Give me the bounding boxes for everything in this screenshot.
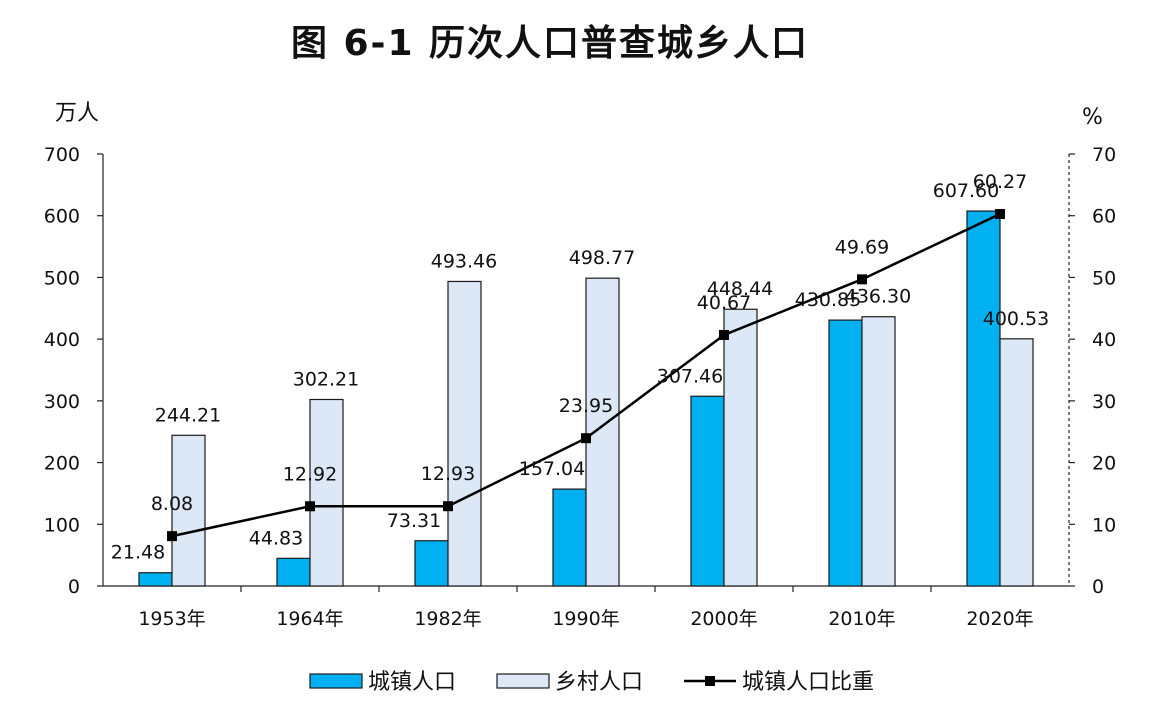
y-right-unit: % xyxy=(1082,105,1103,130)
label-rural: 400.53 xyxy=(983,308,1049,330)
label-rural: 244.21 xyxy=(155,404,221,426)
bar-rural xyxy=(171,434,206,587)
y-left-tick-label: 400 xyxy=(44,329,80,351)
ratio-point xyxy=(167,531,177,542)
y-left-unit: 万人 xyxy=(55,101,99,126)
label-rural: 436.30 xyxy=(845,286,911,308)
label-urban: 157.04 xyxy=(519,458,585,480)
label-ratio: 12.92 xyxy=(283,463,337,485)
label-urban: 607.60 xyxy=(933,180,999,202)
label-urban: 44.83 xyxy=(249,527,303,549)
chart-title: 图 6-1 历次人口普查城乡人口 xyxy=(290,23,810,64)
y-left-tick-label: 500 xyxy=(44,267,80,289)
legend: 城镇人口 乡村人口 城镇人口比重 xyxy=(309,670,874,695)
bar-rural xyxy=(585,277,620,587)
y-left-tick-label: 300 xyxy=(44,391,80,413)
x-tick-label: 1982年 xyxy=(414,608,481,630)
y-right-tick-label: 70 xyxy=(1092,144,1116,166)
legend-swatch xyxy=(309,673,363,689)
bar-urban xyxy=(552,488,587,587)
data-labels: 21.48 44.83 73.31 157.04 307.46 430.85 607.60 2… xyxy=(111,171,1049,564)
bar-urban xyxy=(414,540,449,587)
bar-urban xyxy=(828,319,863,587)
label-ratio: 23.95 xyxy=(559,395,613,417)
ratio-point xyxy=(305,501,315,512)
y-left-tick-label: 600 xyxy=(44,206,80,228)
ratio-point xyxy=(995,209,1005,220)
label-rural: 493.46 xyxy=(431,250,497,272)
bars xyxy=(138,210,1034,587)
legend-label: 城镇人口比重 xyxy=(742,670,874,695)
x-tick-label: 2010年 xyxy=(828,608,895,630)
x-tick-label: 1990年 xyxy=(552,608,619,630)
label-urban: 430.85 xyxy=(795,289,861,311)
ratio-line xyxy=(167,209,1005,542)
legend-label: 乡村人口 xyxy=(555,670,643,695)
label-rural: 448.44 xyxy=(707,278,773,300)
y-right-tick-label: 50 xyxy=(1092,267,1116,289)
legend-swatch xyxy=(496,673,550,689)
y-left-tick-label: 0 xyxy=(68,576,80,598)
bar-urban xyxy=(690,395,725,587)
ratio-point xyxy=(443,501,453,512)
y-right-tick-label: 40 xyxy=(1092,329,1116,351)
bar-rural xyxy=(861,316,896,587)
label-ratio: 49.69 xyxy=(835,236,889,258)
label-rural: 498.77 xyxy=(569,247,635,269)
label-urban: 21.48 xyxy=(111,542,165,564)
bar-urban xyxy=(138,572,173,587)
label-ratio: 40.67 xyxy=(697,292,751,314)
legend-marker xyxy=(705,676,715,686)
label-urban: 73.31 xyxy=(387,510,441,532)
bar-rural xyxy=(999,338,1034,587)
y-left-tick-label: 200 xyxy=(44,453,80,475)
label-urban: 307.46 xyxy=(657,365,723,387)
x-tick-label: 2020年 xyxy=(966,608,1033,630)
y-left-tick-label: 700 xyxy=(44,144,80,166)
ratio-point xyxy=(719,330,729,341)
bar-urban xyxy=(966,210,1001,587)
label-rural: 302.21 xyxy=(293,368,359,390)
label-ratio: 12.93 xyxy=(421,463,475,485)
y-left-tick-label: 100 xyxy=(44,514,80,536)
bar-rural xyxy=(447,280,482,587)
y-right-tick-label: 0 xyxy=(1092,576,1104,598)
ratio-point xyxy=(581,433,591,444)
ratio-point xyxy=(857,274,867,285)
bar-urban xyxy=(276,557,311,587)
legend-label: 城镇人口 xyxy=(368,670,456,695)
label-ratio: 8.08 xyxy=(151,493,193,515)
bar-rural xyxy=(723,308,758,587)
label-ratio: 60.27 xyxy=(973,171,1027,193)
x-tick-label: 1953年 xyxy=(138,608,205,630)
bar-rural xyxy=(309,398,344,587)
x-tick-label: 1964年 xyxy=(276,608,343,630)
x-tick-label: 2000年 xyxy=(690,608,757,630)
y-right-tick-label: 10 xyxy=(1092,514,1116,536)
y-right-tick-label: 30 xyxy=(1092,391,1116,413)
axes: 0 100 200 300 400 500 600 700 0 10 20 30 40 50 60 70 195… xyxy=(44,144,1116,630)
y-right-tick-label: 60 xyxy=(1092,206,1116,228)
y-right-tick-label: 20 xyxy=(1092,453,1116,475)
